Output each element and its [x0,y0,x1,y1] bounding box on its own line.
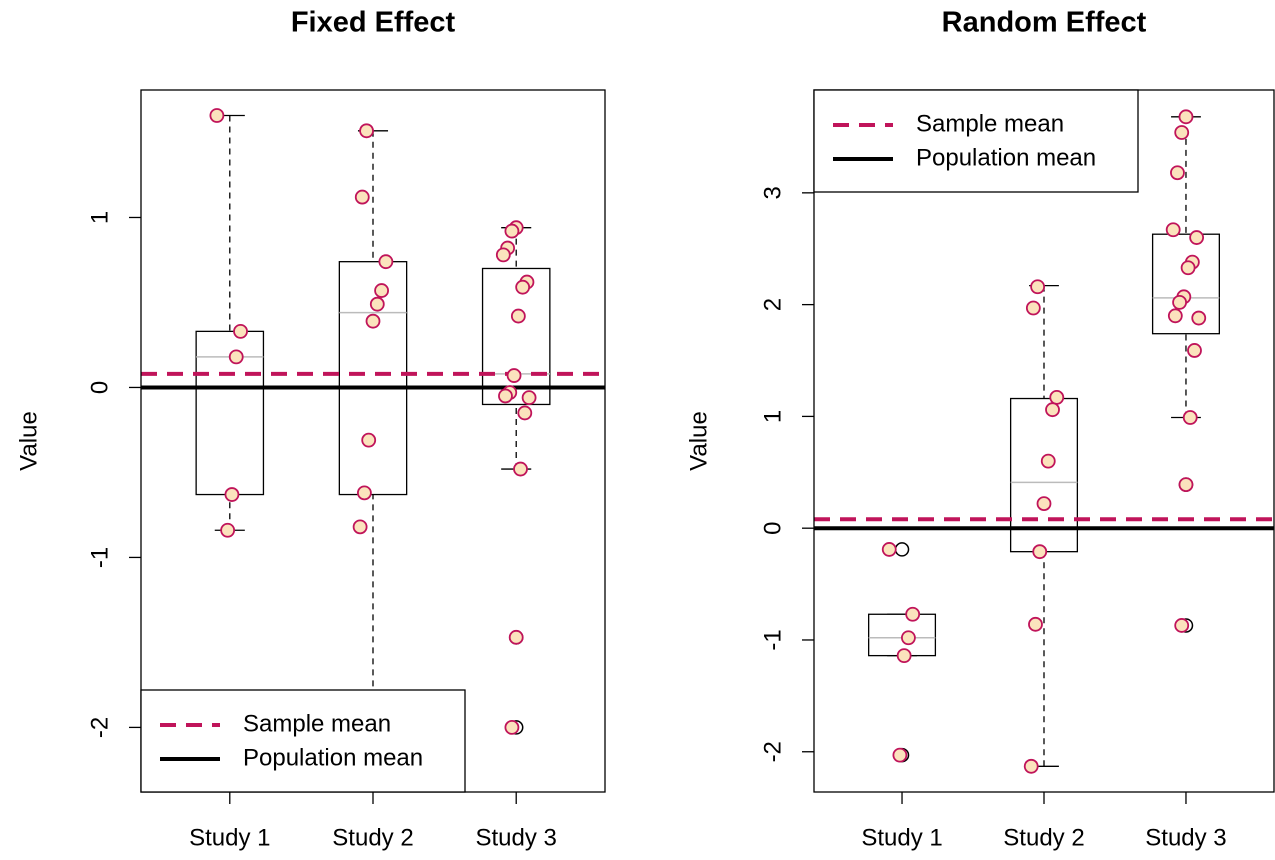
y-axis-label: Value [685,411,712,471]
data-point [378,254,394,270]
data-point [1170,165,1185,181]
y-tick-label: -2 [86,717,113,738]
y-tick-label: -1 [759,629,786,650]
data-point [352,519,368,535]
y-tick-label: 1 [86,211,113,224]
data-point [359,123,374,139]
data-point [357,485,372,501]
data-point [498,388,513,404]
box [1151,233,1220,335]
plot-area [814,109,1274,774]
data-point [1182,410,1198,425]
data-point [365,313,381,329]
data-point [515,279,531,295]
data-point [1178,477,1194,492]
legend-label: Population mean [243,744,423,771]
data-point [896,648,912,664]
legend-box [813,89,1139,193]
data-point [220,522,236,538]
data-point [1191,310,1207,326]
y-tick-label: 0 [759,522,786,535]
data-point [224,487,240,502]
outlier [894,542,910,557]
data-point [892,747,908,763]
data-point [881,542,897,557]
data-point [1167,308,1183,324]
data-point [1028,616,1043,632]
data-point [1032,544,1048,560]
data-point [233,323,248,339]
x-tick-label: Study 2 [332,824,413,851]
x-tick-label: Study 1 [189,824,270,851]
chart-title: Fixed Effect [291,7,456,39]
data-point [1174,618,1190,633]
legend-box [140,689,466,793]
x-tick-label: Study 3 [476,824,557,851]
data-point [506,368,522,383]
data-point [521,390,537,406]
data-point [510,308,526,324]
data-point [228,349,244,365]
data-point [1040,453,1056,469]
x-tick-label: Study 2 [1003,824,1084,851]
y-tick-label: 0 [86,381,113,394]
data-point [504,223,520,239]
y-tick-label: 2 [759,298,786,311]
y-tick-label: -1 [86,547,113,568]
y-tick-label: 3 [759,186,786,199]
plot-area [141,108,605,792]
data-point [209,108,225,123]
data-point [374,283,389,298]
data-point [354,189,370,205]
data-point [1030,279,1046,295]
data-point [1172,294,1187,310]
data-point [517,405,533,421]
data-point [508,629,524,645]
box [338,261,408,496]
data-point [1165,222,1181,238]
y-tick-label: -2 [759,741,786,762]
data-point [1189,230,1205,245]
data-point [1174,125,1190,140]
data-point [361,432,377,448]
y-axis-label: Value [15,411,42,471]
data-point [1049,390,1065,405]
legend-label: Sample mean [916,110,1064,137]
data-point [1180,260,1196,276]
data-point [513,461,528,477]
data-point [901,630,916,646]
data-point [905,606,921,622]
legend-label: Population mean [916,144,1096,171]
chart-title: Random Effect [942,7,1147,39]
data-point [1045,402,1060,418]
data-point [1025,300,1041,316]
x-tick-label: Study 3 [1145,824,1226,851]
data-point [1187,343,1202,358]
data-point [1036,496,1052,511]
data-point [369,296,385,312]
data-point [1023,758,1039,774]
y-tick-label: 1 [759,410,786,423]
x-tick-label: Study 1 [861,824,942,851]
legend-label: Sample mean [243,710,391,737]
data-point [495,247,511,263]
data-point [1178,109,1194,125]
box [1009,397,1079,553]
data-point [504,720,520,735]
